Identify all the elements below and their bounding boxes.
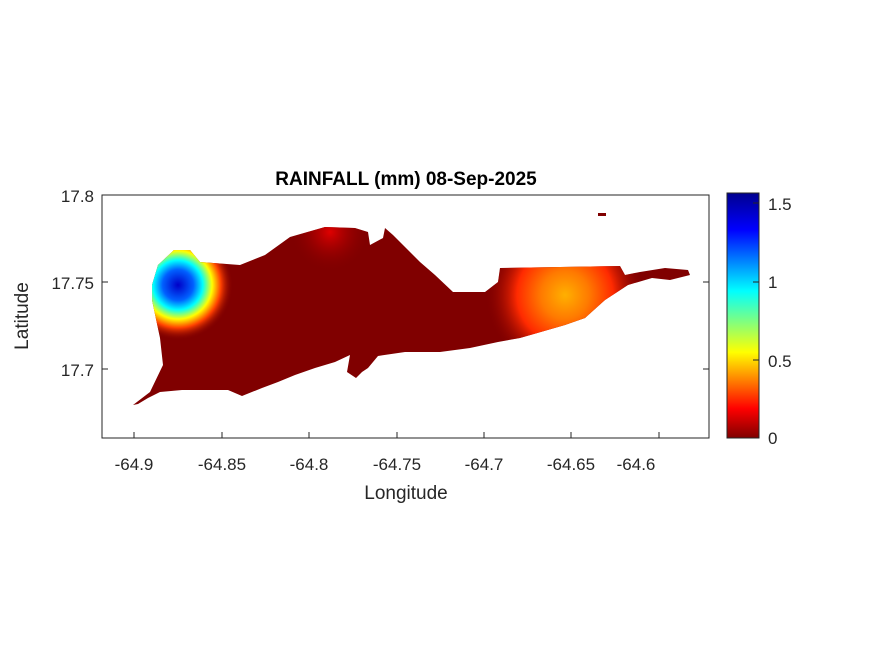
y-tick-label: 17.7 xyxy=(61,361,94,380)
colorbar-gradient xyxy=(726,192,760,439)
x-tick-label: -64.6 xyxy=(617,455,656,474)
colorbar-tick-label: 0.5 xyxy=(768,352,792,371)
x-tick-label: -64.85 xyxy=(198,455,246,474)
map-title: RAINFALL (mm) 08-Sep-2025 xyxy=(275,169,537,190)
x-tick-label: -64.75 xyxy=(373,455,421,474)
y-tick-label: 17.8 xyxy=(61,187,94,206)
colorbar-tick-label: 0 xyxy=(768,429,777,448)
x-tick-label: -64.8 xyxy=(290,455,329,474)
y-axis-label: Latitude xyxy=(12,282,33,350)
x-tick-label: -64.9 xyxy=(115,455,154,474)
x-axis: -64.9 -64.85 -64.8 -64.75 -64.7 -64.65 -… xyxy=(115,432,660,504)
x-tick-label: -64.65 xyxy=(547,455,595,474)
colorbar-tick-label: 1 xyxy=(768,273,777,292)
x-axis-label: Longitude xyxy=(364,483,447,504)
islet xyxy=(598,213,606,216)
y-tick-label: 17.75 xyxy=(51,274,94,293)
y-axis: 17.8 17.75 17.7 Latitude xyxy=(12,187,709,380)
x-tick-label: -64.7 xyxy=(465,455,504,474)
colorbar-tick-label: 1.5 xyxy=(768,195,792,214)
colorbar: 1.5 1 0.5 0 xyxy=(726,192,792,448)
